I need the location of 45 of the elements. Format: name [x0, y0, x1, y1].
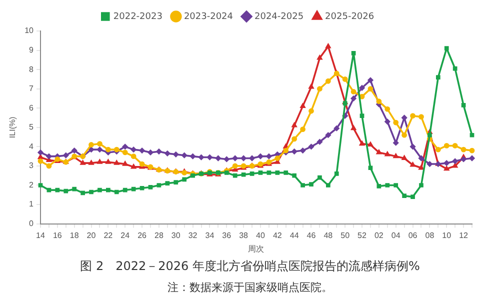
x-tick-label: 22 — [104, 230, 114, 240]
y-tick-label: 4 — [29, 142, 34, 151]
x-tick-label: 12 — [459, 230, 469, 240]
text: 注：数据来源于国家级哨点医院。 — [166, 280, 334, 295]
x-tick-label: 38 — [239, 230, 249, 240]
x-tick-label: 10 — [442, 230, 452, 240]
x-tick-label: 08 — [425, 230, 435, 240]
y-tick-label: 6 — [29, 103, 34, 112]
y-tick-label: 10 — [24, 26, 34, 36]
y-tick-label: 8 — [29, 64, 34, 74]
x-tick-label: 32 — [188, 230, 198, 240]
y-tick-label: 7 — [29, 84, 34, 94]
x-tick-label: 18 — [70, 230, 80, 240]
x-tick-label: 30 — [171, 230, 181, 240]
x-tick-label: 48 — [324, 230, 334, 240]
legend-label: 2023-2024 — [184, 12, 234, 22]
legend-label: 2022-2023 — [113, 12, 162, 22]
y-tick-label: 3 — [29, 161, 34, 170]
y-tick-label: 9 — [29, 45, 34, 54]
x-tick-label: 14 — [36, 230, 46, 240]
text: 图 2 2022－2026 年度北方省份哨点医院报告的流感样病例% — [79, 258, 421, 275]
x-tick-label: 50 — [340, 230, 350, 240]
y-tick-label: 1 — [29, 200, 34, 209]
x-tick-label: 28 — [154, 230, 164, 240]
x-axis-title: 周次 — [248, 244, 264, 254]
y-tick-label: 0 — [29, 219, 34, 228]
x-tick-label: 20 — [86, 230, 96, 240]
legend-label: 2024-2025 — [254, 12, 304, 22]
x-tick-label: 42 — [272, 230, 282, 240]
x-tick-label: 24 — [120, 230, 130, 240]
x-tick-label: 02 — [374, 230, 384, 240]
y-tick-label: 5 — [29, 122, 34, 132]
x-tick-label: 16 — [52, 230, 62, 240]
x-tick-label: 06 — [408, 230, 418, 240]
x-tick-label: 04 — [391, 230, 401, 240]
x-tick-label: 26 — [138, 230, 148, 240]
x-tick-label: 46 — [306, 230, 316, 240]
x-tick-label: 40 — [256, 230, 266, 240]
x-tick-label: 34 — [205, 230, 215, 240]
x-tick-label: 36 — [222, 230, 232, 240]
legend-label: 2025-2026 — [325, 12, 374, 22]
y-tick-label: 2 — [29, 180, 34, 190]
x-tick-label: 44 — [290, 230, 300, 240]
y-axis-title: ILI(%) — [8, 116, 18, 138]
x-tick-label: 52 — [358, 230, 368, 240]
